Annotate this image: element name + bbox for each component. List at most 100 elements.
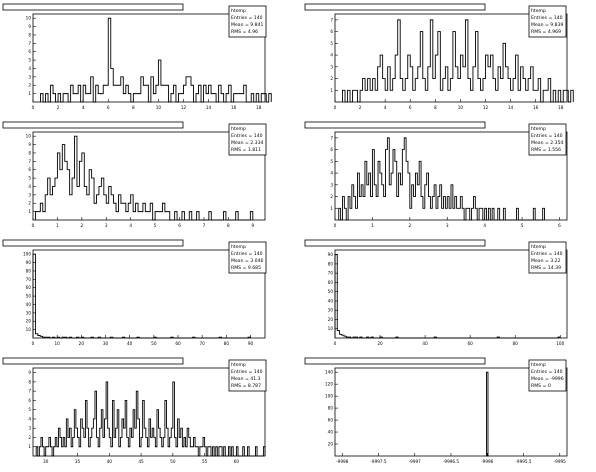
x-tick-label: 6 bbox=[107, 105, 110, 110]
stats-name: htemp bbox=[531, 8, 546, 14]
x-tick-label: 100 bbox=[556, 341, 564, 346]
x-tick-label: 5 bbox=[521, 223, 524, 228]
y-tick-label: 8 bbox=[28, 379, 31, 384]
stats-name: htemp bbox=[231, 362, 246, 368]
x-tick-label: 70 bbox=[199, 341, 205, 346]
y-tick-label: 40 bbox=[26, 302, 32, 307]
x-tick-label: 0 bbox=[334, 105, 337, 110]
y-tick-label: 6 bbox=[330, 29, 333, 34]
histogram-series bbox=[32, 253, 251, 339]
x-tick-label: 0 bbox=[32, 105, 35, 110]
y-tick-label: 5 bbox=[28, 58, 31, 63]
y-tick-label: 10 bbox=[26, 134, 32, 139]
pad-title-box bbox=[304, 239, 486, 247]
x-tick-label: 3 bbox=[446, 223, 449, 228]
y-tick-label: 30 bbox=[26, 310, 32, 315]
x-tick-label: 50 bbox=[151, 341, 157, 346]
x-tick-label: 2 bbox=[359, 105, 362, 110]
x-tick-label: 10 bbox=[458, 105, 464, 110]
y-tick-label: 60 bbox=[328, 418, 334, 423]
y-tick-label: 2 bbox=[330, 76, 333, 81]
stats-rms: RMS = 8.787 bbox=[231, 383, 261, 389]
x-tick-label: -9995 bbox=[554, 459, 567, 464]
stats-box-frame bbox=[228, 123, 267, 156]
x-tick-label: -9998 bbox=[336, 459, 349, 464]
stats-box-frame bbox=[528, 241, 567, 274]
histogram-pad-6: 0 20 40 60 80 100 10 20 30 40 50 60 70 80 90 htempEntri… bbox=[304, 239, 568, 346]
stats-box-frame bbox=[528, 123, 567, 156]
y-tick-label: 2 bbox=[28, 83, 31, 88]
plot-frame bbox=[32, 131, 266, 221]
x-tick-label: 12 bbox=[483, 105, 489, 110]
histogram-series bbox=[34, 135, 254, 221]
x-tick-label: 10 bbox=[156, 105, 162, 110]
y-tick-label: 70 bbox=[26, 277, 32, 282]
pad-title-box bbox=[2, 239, 184, 247]
y-tick-label: 1 bbox=[28, 209, 31, 214]
stats-rms: RMS = 0 bbox=[531, 383, 551, 389]
y-tick-label: 6 bbox=[330, 147, 333, 152]
x-tick-label: 12 bbox=[181, 105, 187, 110]
plot-frame bbox=[32, 13, 266, 103]
x-tick-label: 5 bbox=[154, 223, 157, 228]
y-tick-label: 7 bbox=[28, 389, 31, 394]
y-tick-label: 120 bbox=[325, 382, 333, 387]
x-tick-label: 0 bbox=[334, 223, 337, 228]
y-tick-label: 7 bbox=[330, 17, 333, 22]
y-tick-label: 20 bbox=[328, 442, 334, 447]
y-tick-label: 30 bbox=[328, 308, 334, 313]
stats-mean: Mean = 2.334 bbox=[231, 140, 264, 146]
x-tick-label: 40 bbox=[127, 341, 133, 346]
y-tick-label: 8 bbox=[28, 32, 31, 37]
pad-title-box bbox=[2, 121, 184, 129]
x-tick-label: 4 bbox=[483, 223, 486, 228]
x-tick-label: 0 bbox=[32, 223, 35, 228]
histogram-pad-5: 0 10 20 30 40 50 60 70 80 90 10 20 30 40 50 60 70 80 90 100… bbox=[2, 239, 267, 346]
y-tick-label: 3 bbox=[28, 426, 31, 431]
x-tick-label: -9996.5 bbox=[443, 459, 459, 464]
x-tick-label: 20 bbox=[79, 341, 85, 346]
y-tick-label: 10 bbox=[26, 327, 32, 332]
y-tick-label: 1 bbox=[28, 91, 31, 96]
x-tick-label: 18 bbox=[256, 105, 262, 110]
y-tick-label: 3 bbox=[28, 74, 31, 79]
stats-entries: Entries = 140 bbox=[231, 369, 263, 375]
x-tick-label: 55 bbox=[202, 459, 208, 464]
x-tick-label: 1 bbox=[371, 223, 374, 228]
x-tick-label: 0 bbox=[32, 341, 35, 346]
x-tick-label: 14 bbox=[206, 105, 212, 110]
y-tick-label: 40 bbox=[328, 298, 334, 303]
histogram-series bbox=[334, 254, 561, 339]
pad-title-box bbox=[304, 3, 486, 11]
x-tick-label: 4 bbox=[82, 105, 85, 110]
x-tick-label: 6 bbox=[558, 223, 561, 228]
pad-title-box bbox=[304, 357, 486, 365]
stats-rms: RMS = 1.811 bbox=[231, 147, 261, 153]
histogram-series bbox=[40, 17, 272, 103]
plot-frame bbox=[32, 249, 266, 339]
x-tick-label: 4 bbox=[384, 105, 387, 110]
stats-name: htemp bbox=[231, 126, 246, 132]
stats-entries: Entries = 140 bbox=[531, 133, 563, 139]
stats-entries: Entries = 140 bbox=[531, 15, 563, 21]
x-tick-label: 0 bbox=[334, 341, 337, 346]
y-tick-label: 50 bbox=[26, 294, 32, 299]
y-tick-label: 6 bbox=[28, 398, 31, 403]
y-tick-label: 100 bbox=[325, 394, 333, 399]
x-tick-label: 2 bbox=[57, 105, 60, 110]
x-tick-label: 16 bbox=[231, 105, 237, 110]
x-tick-label: 8 bbox=[434, 105, 437, 110]
x-tick-label: 90 bbox=[248, 341, 254, 346]
x-tick-label: 30 bbox=[103, 341, 109, 346]
y-tick-label: 9 bbox=[28, 24, 31, 29]
x-tick-label: 50 bbox=[170, 459, 176, 464]
pad-title-box bbox=[304, 121, 486, 129]
y-tick-label: 9 bbox=[28, 142, 31, 147]
y-tick-label: 50 bbox=[328, 289, 334, 294]
